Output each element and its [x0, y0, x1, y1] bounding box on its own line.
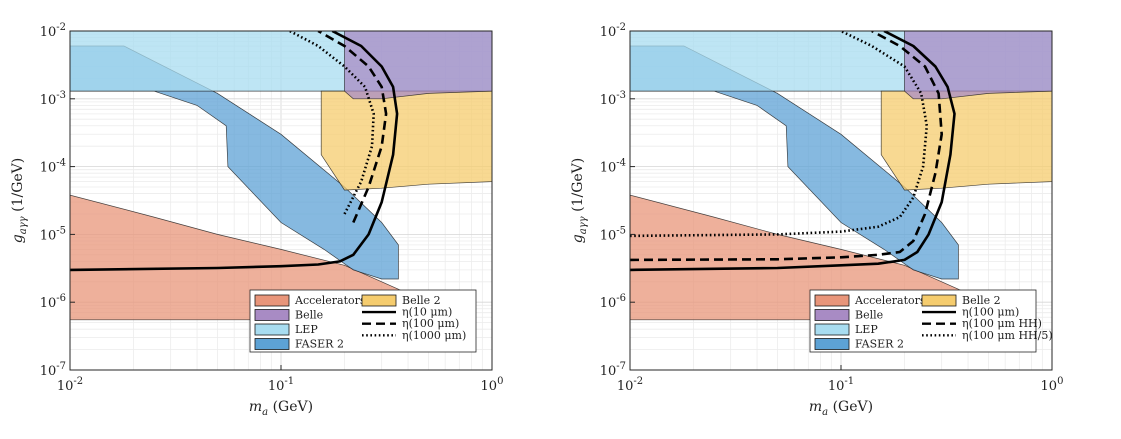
legend-swatch — [254, 309, 290, 321]
legend-item-lep: LEP — [254, 323, 318, 336]
legend-label: η(100 μm) — [402, 317, 459, 330]
legend-label: Accelerators — [294, 294, 366, 307]
legend-label: Belle — [295, 309, 323, 322]
y-tick-label: 10-5 — [600, 225, 626, 243]
legend-label: LEP — [295, 323, 318, 336]
series-line-solid — [630, 31, 956, 272]
legend-item-100-m: η(100 μm) — [922, 306, 1019, 319]
curves — [70, 31, 399, 272]
regions — [630, 31, 1052, 321]
y-tick-label: 10-6 — [40, 293, 66, 311]
legend-label: Belle 2 — [402, 294, 441, 307]
y-tick-label: 10-6 — [600, 293, 626, 311]
region-belle-2 — [320, 90, 492, 191]
legend-swatch — [814, 309, 850, 321]
legend-label: LEP — [855, 323, 878, 336]
y-tick-label: 10-4 — [600, 158, 626, 176]
series-line-dashed — [317, 31, 388, 224]
legend-label: Accelerators — [854, 294, 926, 307]
legend-label: Belle — [855, 309, 883, 322]
y-axis-label: gaγγ (1/GeV) — [570, 158, 589, 243]
legend-swatch — [254, 323, 290, 336]
legend-label: η(100 μm HH/5) — [962, 329, 1053, 342]
legend-item-100-m-hh-5: η(100 μm HH/5) — [922, 329, 1053, 342]
legend-swatch — [361, 294, 397, 307]
legend-item-accelerators: Accelerators — [254, 294, 366, 307]
legend-item-1000-m: η(1000 μm) — [362, 329, 466, 342]
y-axis-label: gaγγ (1/GeV) — [10, 158, 29, 243]
legend-swatch — [921, 294, 957, 307]
legend-item-belle-2: Belle 2 — [921, 294, 1001, 307]
y-tick-label: 10-3 — [600, 90, 626, 108]
chart-right: 10-2 10-1 100 10-7 10-6 10-5 10-4 10-3 10-2 ma (G… — [570, 22, 1064, 418]
region-belle — [344, 31, 492, 100]
legend-item-belle-2: Belle 2 — [361, 294, 441, 307]
x-axis-label: ma (GeV) — [249, 399, 313, 418]
legend-item-faser-2: FASER 2 — [814, 338, 904, 351]
y-tick-label: 10-2 — [40, 22, 66, 40]
y-tick-label: 10-2 — [600, 22, 626, 40]
series-line-dotted — [289, 31, 375, 215]
region-belle — [904, 31, 1052, 100]
legend-label: FASER 2 — [295, 338, 344, 351]
legend-swatch — [814, 323, 850, 336]
legend-item-100-m: η(100 μm) — [362, 317, 459, 330]
x-tick-label: 10-1 — [268, 376, 294, 394]
y-tick-label: 10-5 — [40, 225, 66, 243]
legend-swatch — [814, 294, 850, 307]
legend-label: η(100 μm HH) — [962, 317, 1042, 330]
legend-label: η(10 μm) — [402, 306, 452, 319]
legend-label: Belle 2 — [962, 294, 1001, 307]
legend-item-belle: Belle — [814, 309, 883, 322]
x-tick-label: 10-1 — [828, 376, 854, 394]
x-tick-label: 100 — [481, 376, 504, 394]
y-tick-label: 10-7 — [40, 361, 66, 379]
legend-label: η(1000 μm) — [402, 329, 466, 342]
y-tick-label: 10-4 — [40, 158, 66, 176]
x-tick-label: 10-2 — [57, 376, 83, 394]
legend-label: η(100 μm) — [962, 306, 1019, 319]
legend-item-10-m: η(10 μm) — [362, 306, 452, 319]
legend-item-100-m-hh: η(100 μm HH) — [922, 317, 1042, 330]
regions — [70, 31, 492, 321]
series-line-solid — [70, 31, 399, 272]
legend-swatch — [254, 338, 290, 350]
curves — [630, 31, 956, 272]
legend-label: FASER 2 — [855, 338, 904, 351]
chart-left: 10-2 10-1 100 10-7 10-6 10-5 10-4 10-3 10-2 ma (G… — [10, 22, 504, 418]
y-tick-label: 10-7 — [600, 361, 626, 379]
x-axis-label: ma (GeV) — [809, 399, 873, 418]
series-line-dashed — [630, 31, 943, 262]
legend-item-lep: LEP — [814, 323, 878, 336]
legend-item-accelerators: Accelerators — [814, 294, 926, 307]
x-tick-label: 10-2 — [617, 376, 643, 394]
series-line-dotted — [630, 31, 929, 238]
region-belle-2 — [880, 90, 1052, 191]
legend-swatch — [254, 294, 290, 307]
legend-item-belle: Belle — [254, 309, 323, 322]
legend-swatch — [814, 338, 850, 350]
y-tick-label: 10-3 — [40, 90, 66, 108]
x-tick-label: 100 — [1041, 376, 1064, 394]
legend-item-faser-2: FASER 2 — [254, 338, 344, 351]
